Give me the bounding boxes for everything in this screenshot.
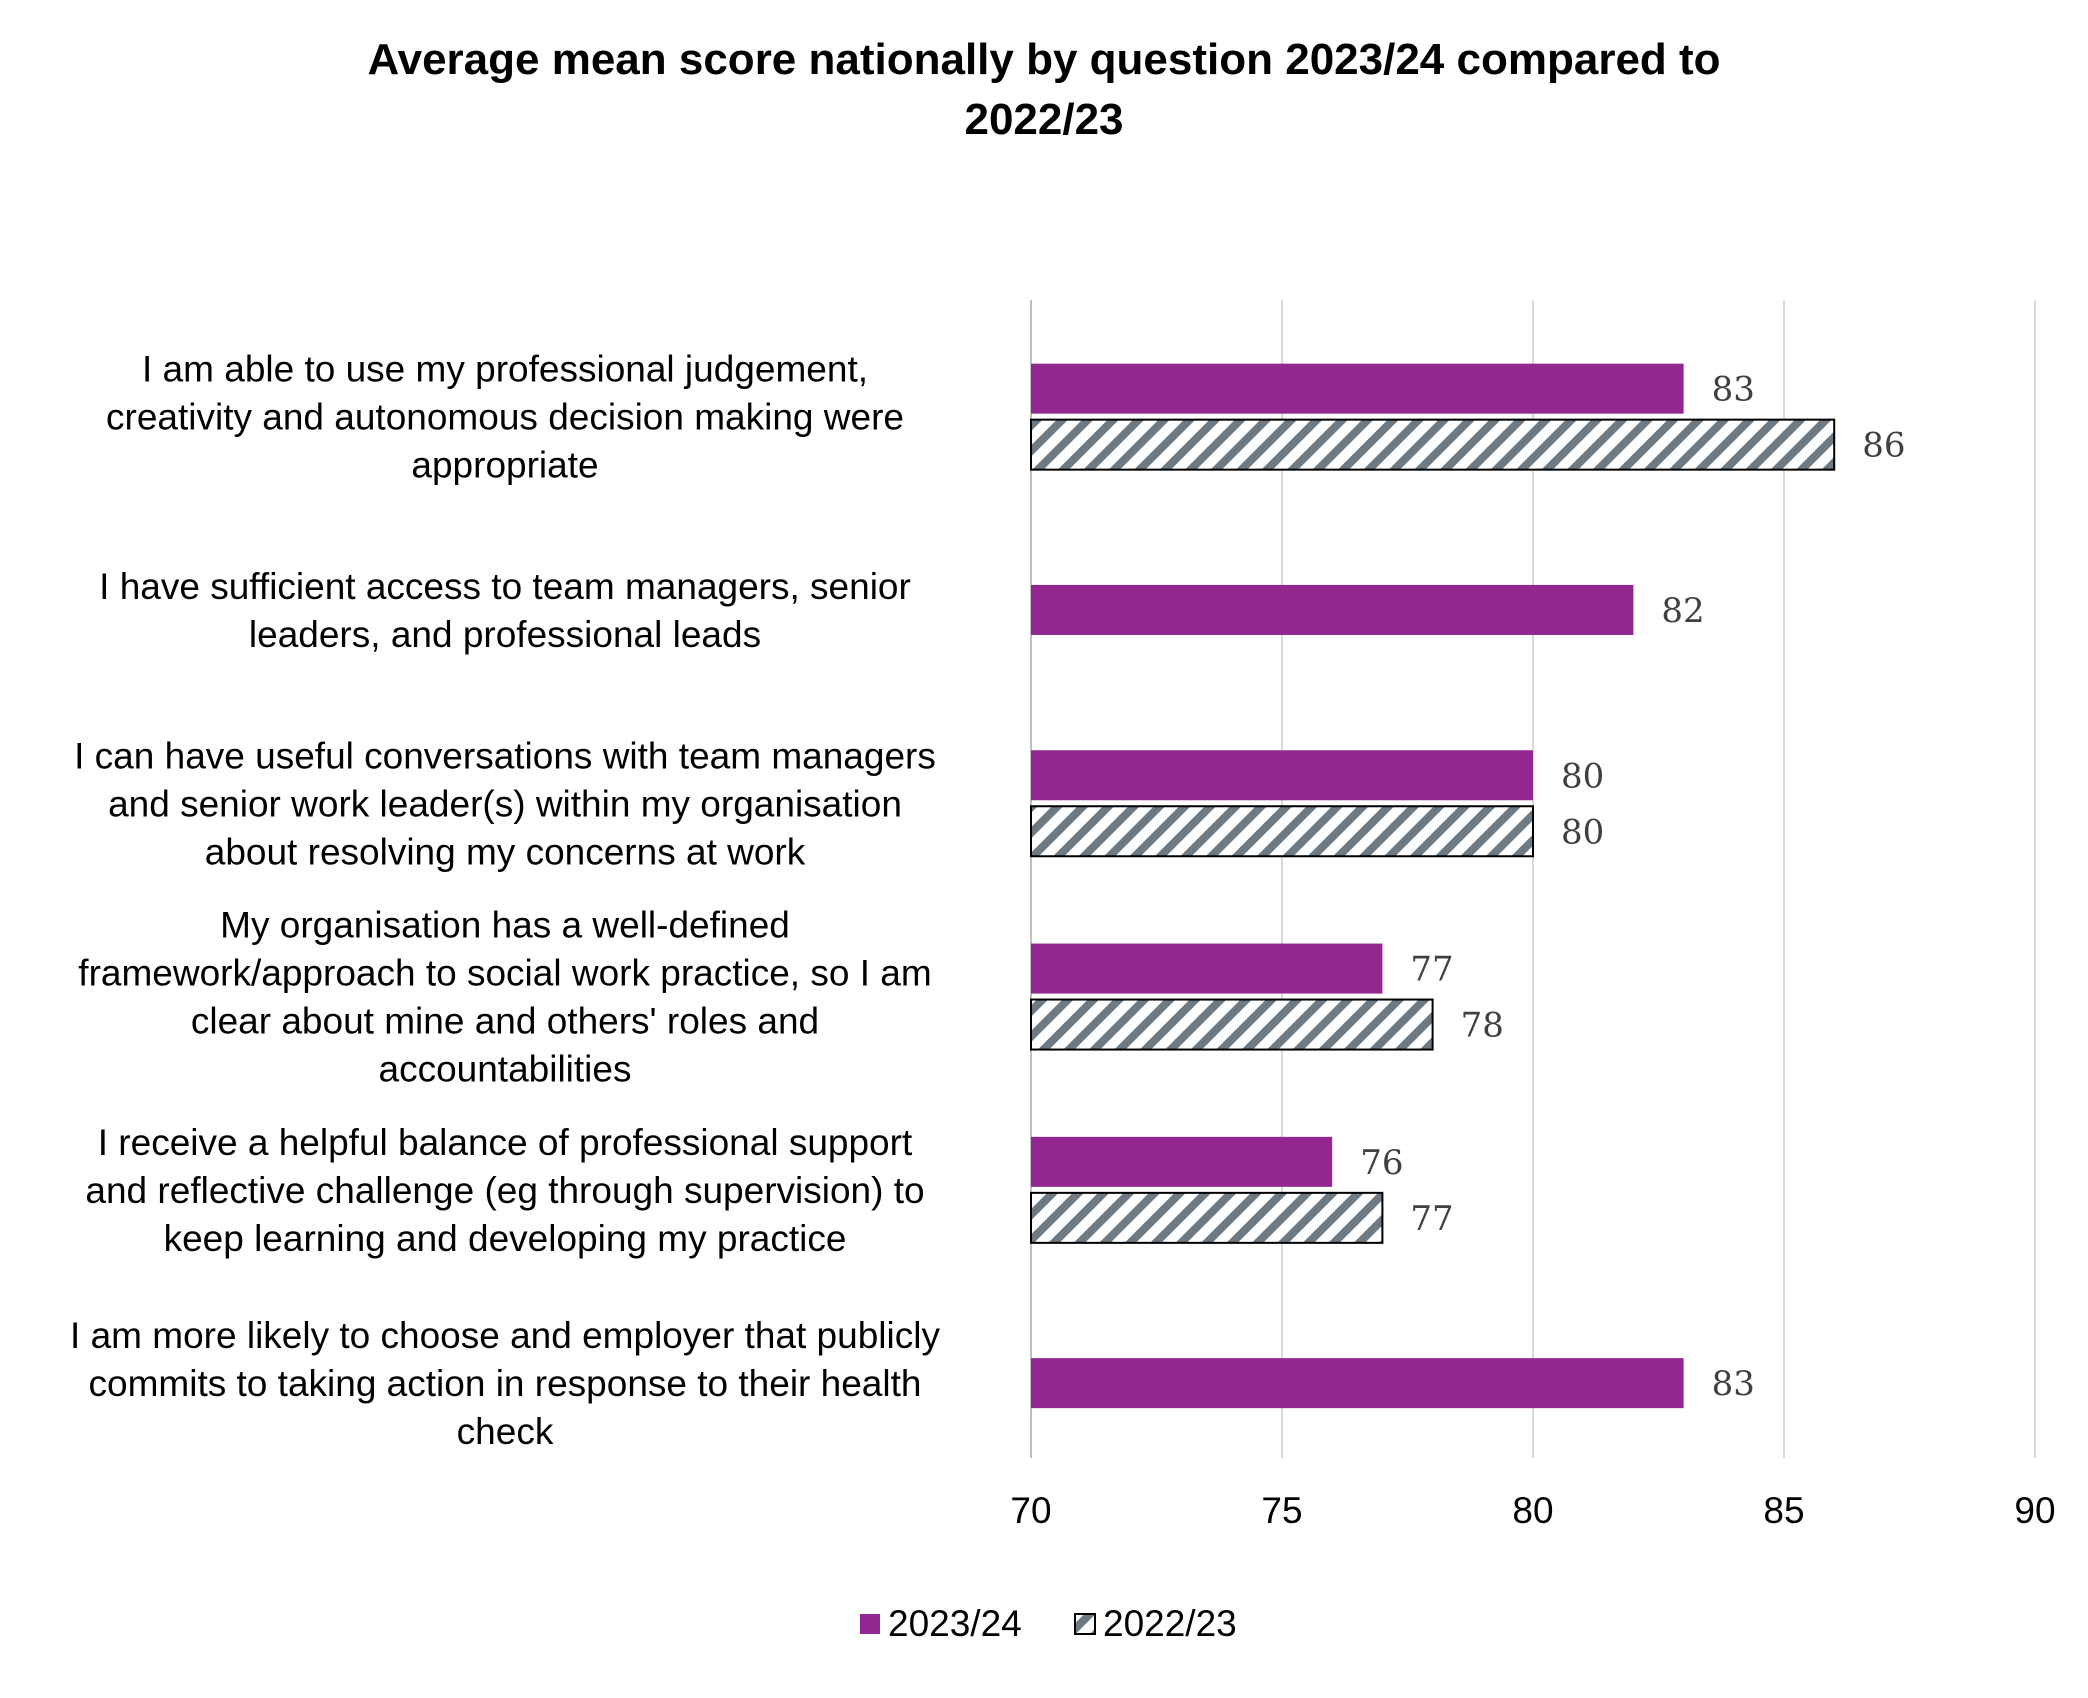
chart-title-line-1: Average mean score nationally by questio… xyxy=(367,35,1721,84)
legend-swatch xyxy=(860,1614,880,1634)
category-label-line: framework/approach to social work practi… xyxy=(78,953,931,994)
category-label-line: creativity and autonomous decision makin… xyxy=(106,397,904,438)
legend: 2023/24 2022/23 xyxy=(860,1603,1237,1644)
data-label: 86 xyxy=(1862,426,1905,466)
bar-2022-23 xyxy=(1030,1191,1384,1244)
category-label-line: I can have useful conversations with tea… xyxy=(74,735,936,776)
category-label-line: commits to taking action in response to … xyxy=(89,1363,922,1404)
category-label: I am able to use my professional judgeme… xyxy=(106,349,904,486)
category-labels: I am able to use my professional judgeme… xyxy=(70,349,940,1453)
data-label: 77 xyxy=(1410,1199,1453,1239)
x-tick-label: 80 xyxy=(1512,1490,1553,1531)
category-label-line: leaders, and professional leads xyxy=(249,614,761,655)
data-label: 83 xyxy=(1712,370,1755,410)
legend-label: 2022/23 xyxy=(1103,1603,1237,1644)
x-tick-label: 85 xyxy=(1763,1490,1804,1531)
category-label-line: check xyxy=(457,1411,554,1452)
data-label: 80 xyxy=(1561,756,1604,796)
category-label: My organisation has a well-defined framew… xyxy=(78,905,931,1090)
data-label: 82 xyxy=(1661,591,1704,631)
category-label: I have sufficient access to team manager… xyxy=(99,566,911,655)
x-tick-labels: 70 75 80 85 90 xyxy=(1010,1490,2055,1531)
category-label: I can have useful conversations with tea… xyxy=(74,735,936,872)
category-label-line: My organisation has a well-defined xyxy=(220,905,790,946)
bar-2023-24 xyxy=(1031,943,1383,994)
data-label: 76 xyxy=(1360,1143,1403,1183)
category-label-line: clear about mine and others' roles and xyxy=(191,1001,819,1042)
category-label-line: and reflective challenge (eg through sup… xyxy=(85,1170,924,1211)
legend-label: 2023/24 xyxy=(888,1603,1022,1644)
category-label: I receive a helpful balance of professio… xyxy=(85,1122,924,1259)
bar-2023-24 xyxy=(1031,584,1634,635)
category-label-line: I am able to use my professional judgeme… xyxy=(142,349,868,390)
x-tick-label: 75 xyxy=(1261,1490,1302,1531)
category-label-line: accountabilities xyxy=(379,1049,632,1090)
bar-2023-24 xyxy=(1031,1136,1333,1187)
category-label-line: about resolving my concerns at work xyxy=(205,831,806,872)
bar-2023-24 xyxy=(1031,1358,1684,1409)
data-label: 80 xyxy=(1561,812,1604,852)
category-label: I am more likely to choose and employer … xyxy=(70,1315,940,1452)
bars xyxy=(1030,363,1836,1409)
bar-2022-23 xyxy=(1030,418,1836,471)
legend-swatch xyxy=(1074,1613,1096,1635)
bar-2023-24 xyxy=(1031,750,1533,801)
category-label-line: and senior work leader(s) within my orga… xyxy=(108,783,902,824)
x-tick-label: 90 xyxy=(2014,1490,2055,1531)
category-label-line: keep learning and developing my practice xyxy=(164,1218,847,1259)
category-label-line: I have sufficient access to team manager… xyxy=(99,566,911,607)
data-label: 83 xyxy=(1712,1364,1755,1404)
x-tick-label: 70 xyxy=(1010,1490,1051,1531)
bar-2022-23 xyxy=(1030,805,1534,858)
data-label: 78 xyxy=(1461,1006,1504,1046)
category-label-line: appropriate xyxy=(411,445,598,486)
bar-2022-23 xyxy=(1030,998,1434,1051)
chart-title-line-2: 2022/23 xyxy=(964,95,1124,144)
category-label-line: I receive a helpful balance of professio… xyxy=(98,1122,913,1163)
gridlines xyxy=(1030,300,2036,1458)
category-label-line: I am more likely to choose and employer … xyxy=(70,1315,940,1356)
bar-2023-24 xyxy=(1031,363,1684,414)
chart-title: Average mean score nationally by questio… xyxy=(0,30,2088,150)
data-label: 77 xyxy=(1410,950,1453,990)
